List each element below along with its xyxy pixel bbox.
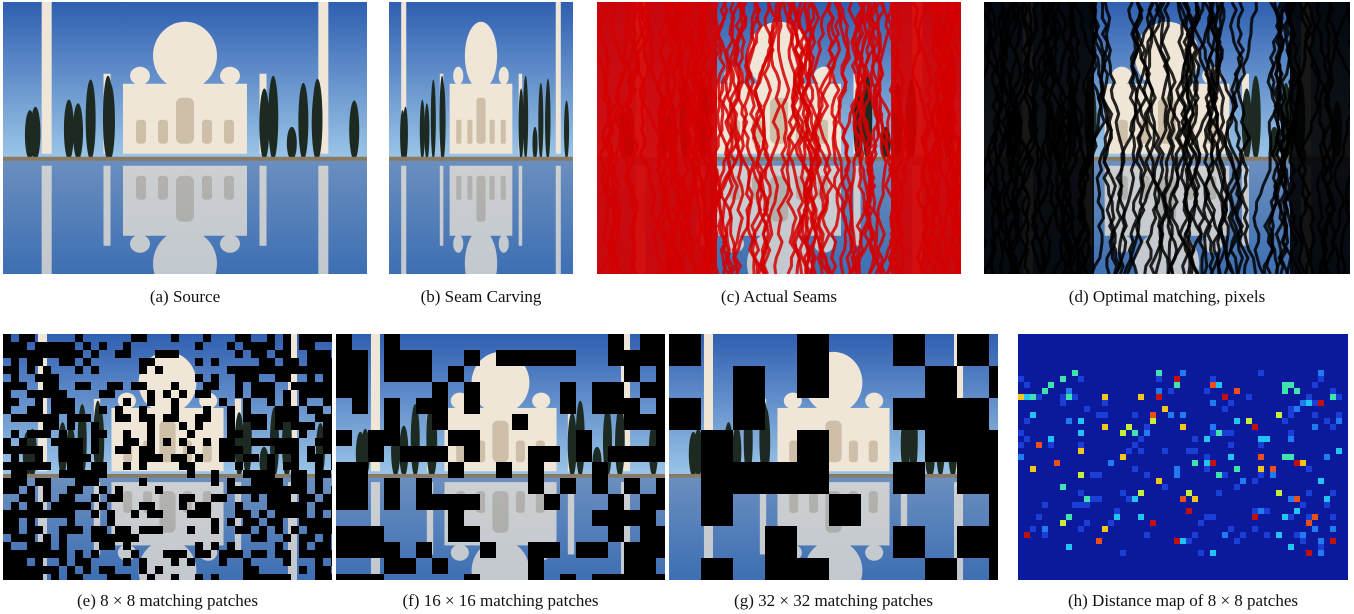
optimal-matching-pixels-image bbox=[984, 2, 1350, 274]
caption-d: (d) Optimal matching, pixels bbox=[1068, 287, 1266, 306]
patches-8x8-image bbox=[3, 334, 332, 580]
caption-f: (f) 16 × 16 matching patches bbox=[402, 591, 599, 610]
caption-g: (g) 32 × 32 matching patches bbox=[734, 591, 933, 610]
actual-seams-image bbox=[597, 2, 961, 274]
caption-b: (b) Seam Carving bbox=[420, 287, 542, 306]
caption-a: (a) Source bbox=[149, 287, 221, 306]
source-image bbox=[3, 2, 367, 274]
distance-map-image bbox=[1018, 334, 1348, 580]
patches-16x16-image bbox=[336, 334, 665, 580]
caption-h: (h) Distance map of 8 × 8 patches bbox=[1067, 591, 1299, 610]
seam-carving-image bbox=[389, 2, 573, 274]
caption-c: (c) Actual Seams bbox=[720, 287, 838, 306]
patches-32x32-image bbox=[669, 334, 998, 580]
caption-e: (e) 8 × 8 matching patches bbox=[77, 591, 258, 610]
